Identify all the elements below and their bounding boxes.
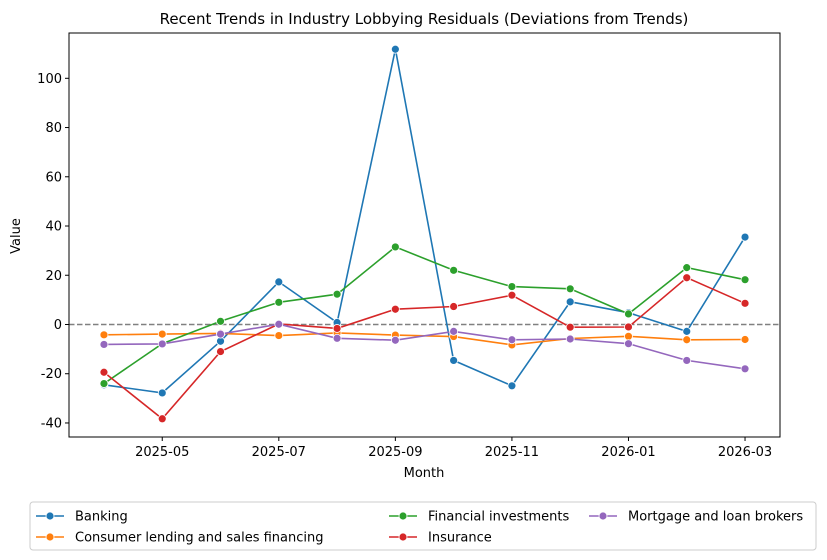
legend-marker — [45, 511, 55, 521]
data-point — [740, 298, 750, 308]
data-point — [449, 265, 459, 275]
legend-label: Banking — [75, 510, 128, 525]
data-point — [390, 335, 400, 345]
data-point — [740, 275, 750, 285]
data-point — [157, 339, 167, 349]
data-point — [624, 322, 633, 332]
legend-item: Consumer lending and sales financing — [36, 531, 324, 546]
data-point — [682, 356, 692, 365]
data-point — [99, 340, 109, 349]
data-point — [216, 329, 225, 339]
data-point — [274, 277, 284, 287]
data-point — [274, 331, 284, 340]
data-point — [507, 290, 517, 300]
data-point — [565, 297, 575, 307]
y-tick-label: -40 — [41, 416, 62, 431]
data-point — [565, 322, 575, 332]
legend-marker — [398, 532, 408, 542]
y-tick-label: 100 — [37, 72, 62, 87]
data-point — [390, 304, 400, 314]
data-point — [332, 289, 342, 299]
x-tick-label: 2025-05 — [135, 445, 189, 460]
x-tick-label: 2025-09 — [368, 445, 422, 460]
y-tick-label: 40 — [45, 220, 62, 235]
series-line — [103, 245, 746, 385]
series-line — [103, 276, 746, 420]
data-point — [682, 335, 692, 345]
series-line — [103, 323, 746, 370]
x-axis-label: Month — [404, 466, 445, 481]
y-tick-label: 60 — [45, 170, 62, 185]
data-point — [332, 333, 342, 343]
data-point — [740, 232, 750, 242]
data-point — [624, 331, 633, 341]
legend: Banking Consumer lending and sales financ… — [29, 501, 817, 551]
data-point — [624, 339, 633, 349]
x-tick-label: 2025-11 — [485, 445, 539, 460]
axes: -40 -20 0 20 40 60 80 100 2025-05 2025-07 2025-09 2… — [37, 32, 781, 460]
plot-frame — [68, 32, 781, 438]
y-tick-label: -20 — [41, 367, 62, 382]
series-banking — [99, 44, 750, 398]
y-tick-label: 80 — [45, 121, 62, 136]
series-financial-investments — [99, 242, 750, 388]
series-line — [103, 49, 746, 394]
data-point — [274, 319, 284, 329]
data-point — [507, 381, 517, 391]
data-point — [274, 297, 284, 307]
data-point — [624, 309, 633, 319]
data-point — [216, 347, 225, 356]
legend-label: Financial investments — [428, 510, 569, 525]
y-tick-label: 20 — [45, 269, 62, 284]
data-point — [682, 273, 692, 283]
data-point — [507, 282, 517, 291]
legend-item: Financial investments — [389, 510, 569, 525]
data-point — [99, 379, 109, 388]
data-point — [99, 330, 109, 340]
x-tick-label: 2026-03 — [718, 445, 772, 460]
series-mortgage-and-loan-brokers — [99, 319, 750, 374]
x-tick-label: 2025-07 — [252, 445, 306, 460]
data-point — [682, 326, 692, 336]
data-point — [390, 242, 400, 252]
series-line — [103, 332, 746, 346]
legend-label: Mortgage and loan brokers — [628, 510, 803, 525]
y-axis-label: Value — [9, 218, 24, 254]
data-point — [507, 335, 517, 345]
legend-item: Banking — [36, 510, 128, 525]
data-point — [157, 329, 167, 339]
data-point — [565, 334, 575, 344]
data-point — [449, 356, 459, 365]
data-point — [157, 414, 167, 424]
data-point — [449, 326, 459, 336]
legend-marker — [398, 511, 408, 521]
series-consumer-lending-and-sales-financing — [99, 328, 750, 350]
data-point — [565, 284, 575, 294]
data-point — [740, 364, 750, 374]
x-tick-label: 2026-01 — [601, 445, 655, 460]
data-point — [682, 263, 692, 273]
data-point — [390, 44, 400, 54]
legend-item: Mortgage and loan brokers — [589, 510, 803, 525]
legend-marker — [45, 532, 55, 542]
legend-label: Insurance — [428, 531, 492, 546]
legend-box — [29, 501, 817, 551]
data-point — [332, 324, 342, 333]
data-point — [740, 335, 750, 344]
legend-marker — [598, 511, 608, 521]
data-point — [157, 388, 167, 398]
data-point — [99, 367, 109, 377]
data-point — [216, 316, 225, 326]
series-lines — [99, 44, 750, 424]
y-tick-label: 0 — [54, 318, 62, 333]
legend-label: Consumer lending and sales financing — [75, 531, 324, 546]
legend-item: Insurance — [389, 531, 492, 546]
chart-title: Recent Trends in Industry Lobbying Resid… — [160, 10, 689, 28]
data-point — [449, 302, 459, 311]
